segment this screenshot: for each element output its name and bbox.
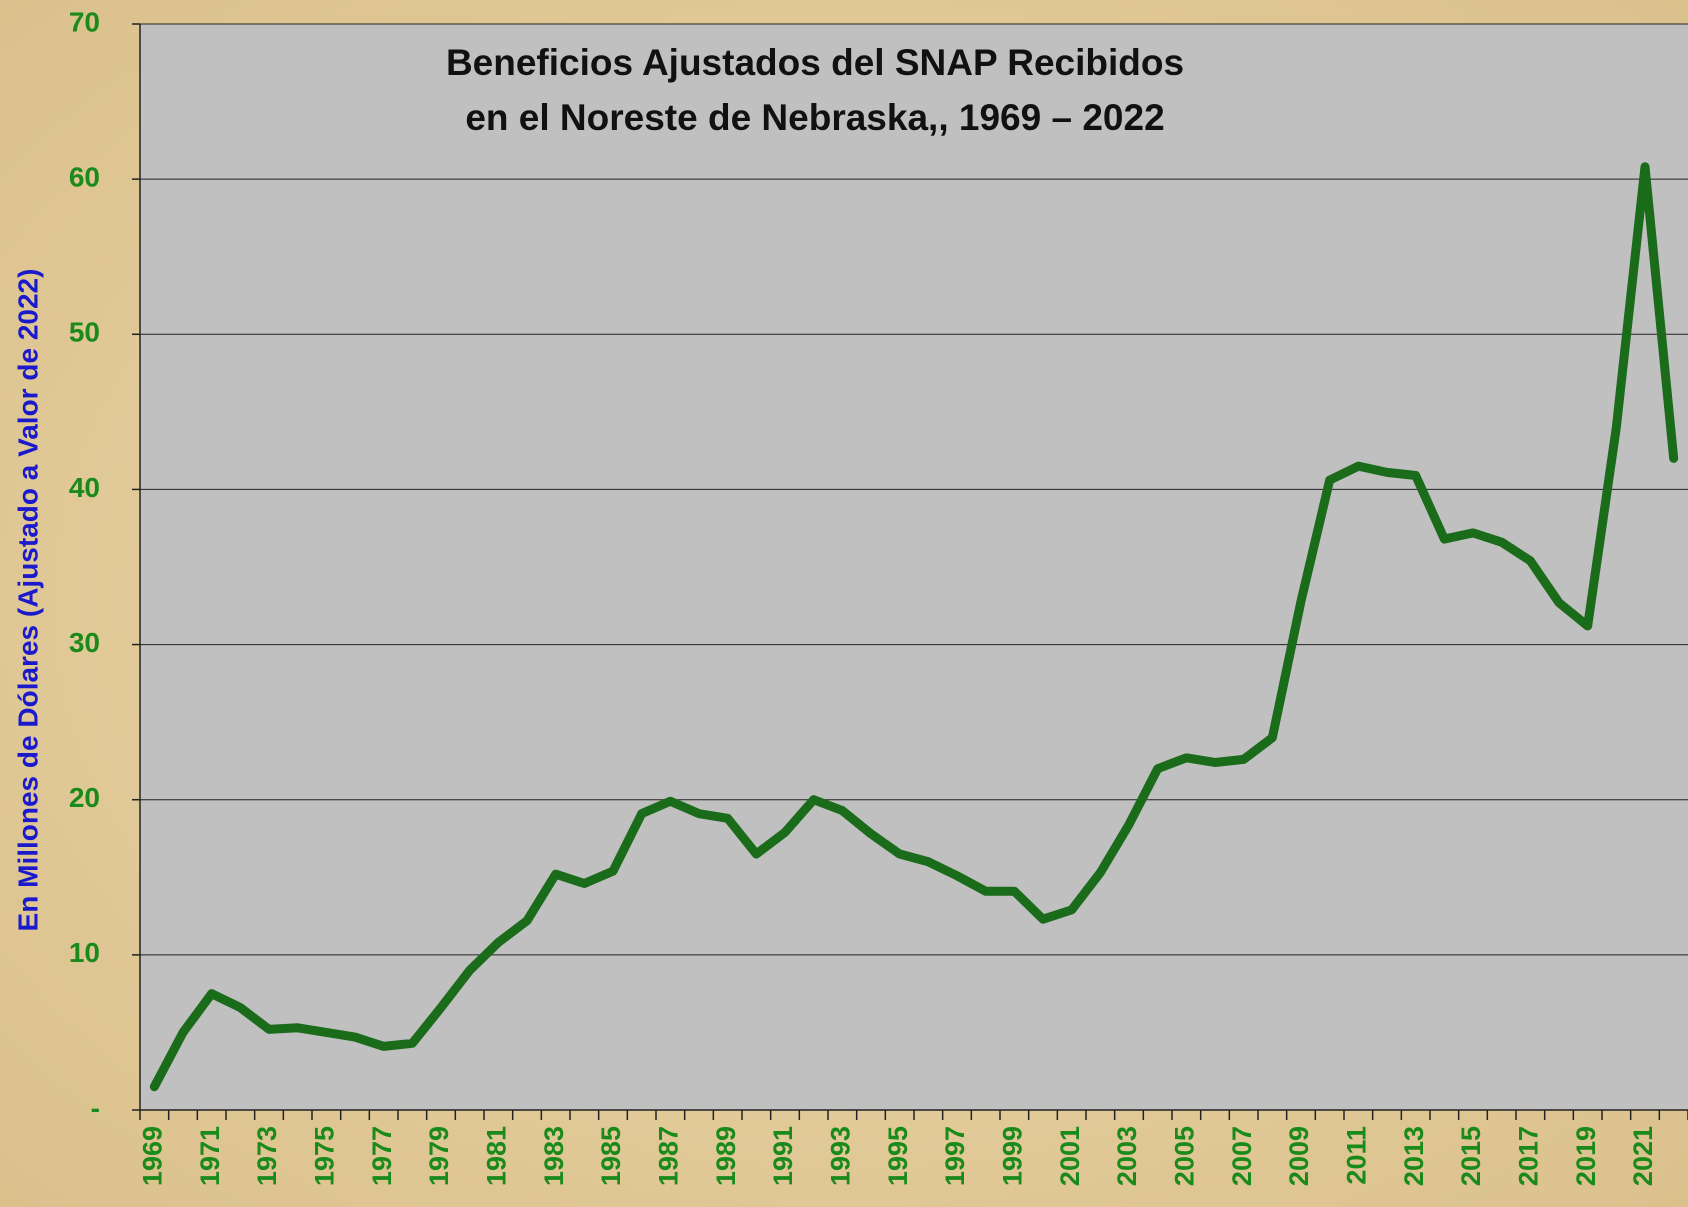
x-tick-label: 2021 <box>1628 1126 1658 1186</box>
x-tick-label: 1979 <box>424 1126 454 1186</box>
x-tick-label: 1975 <box>309 1126 339 1186</box>
x-tick-label: 2015 <box>1456 1126 1486 1186</box>
x-tick-label: 1999 <box>997 1126 1027 1186</box>
x-tick-label: 2011 <box>1341 1126 1371 1185</box>
x-tick-label: 2013 <box>1399 1126 1429 1186</box>
y-tick-label: 50 <box>69 317 100 348</box>
y-tick-label: 40 <box>69 472 100 503</box>
x-tick-label: 1991 <box>768 1126 798 1186</box>
x-tick-label: 2007 <box>1227 1126 1257 1186</box>
x-tick-label: 1985 <box>596 1126 626 1186</box>
x-tick-label: 2005 <box>1169 1126 1199 1186</box>
y-tick-label: 10 <box>69 937 100 968</box>
chart-title: en el Noreste de Nebraska,, 1969 – 2022 <box>465 97 1164 138</box>
x-tick-label: 2019 <box>1571 1126 1601 1186</box>
x-tick-label: 1987 <box>653 1126 683 1186</box>
y-tick-label: 70 <box>69 6 100 37</box>
x-tick-label: 2017 <box>1513 1126 1543 1186</box>
y-tick-label: 20 <box>69 782 100 813</box>
x-tick-label: 1971 <box>195 1126 225 1186</box>
x-tick-label: 1973 <box>252 1126 282 1186</box>
x-tick-label: 1981 <box>481 1126 511 1186</box>
y-tick-label: 60 <box>69 162 100 193</box>
x-tick-label: 1995 <box>883 1126 913 1186</box>
x-tick-label: 1983 <box>539 1126 569 1186</box>
x-tick-label: 1997 <box>940 1126 970 1186</box>
y-tick-label: - <box>91 1092 100 1123</box>
plot-area <box>140 24 1688 1110</box>
x-tick-label: 2009 <box>1284 1126 1314 1186</box>
y-axis-label: En Millones de Dólares (Ajustado a Valor… <box>12 269 43 932</box>
x-tick-label: 2001 <box>1055 1126 1085 1186</box>
x-tick-label: 2003 <box>1112 1126 1142 1186</box>
data-line <box>149 162 1679 1092</box>
x-tick-label: 1969 <box>137 1126 167 1186</box>
chart-title: Beneficios Ajustados del SNAP Recibidos <box>446 42 1184 83</box>
x-tick-label: 1993 <box>825 1126 855 1186</box>
x-tick-label: 1977 <box>367 1126 397 1186</box>
x-tick-label: 1989 <box>711 1126 741 1186</box>
y-tick-label: 30 <box>69 627 100 658</box>
